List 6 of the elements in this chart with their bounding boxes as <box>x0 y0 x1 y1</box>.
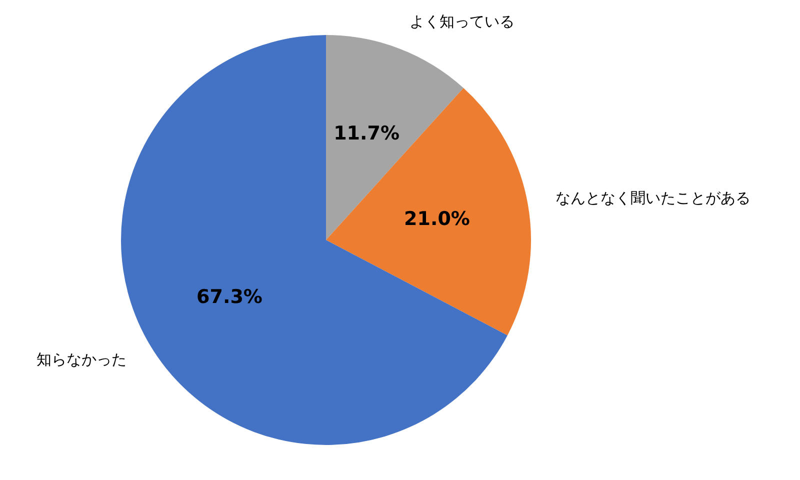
slice-label: なんとなく聞いたことがある <box>555 189 750 208</box>
data-label: 11.7% <box>334 122 400 145</box>
slice-label: 知らなかった <box>36 350 127 368</box>
slice-label: よく知っている <box>410 12 515 30</box>
data-label: 67.3% <box>196 286 262 308</box>
data-label: 21.0% <box>404 208 470 230</box>
